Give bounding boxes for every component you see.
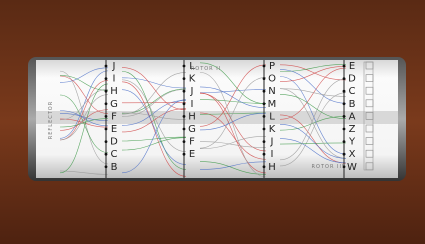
pin-dot: [343, 140, 346, 143]
pin-dot: [263, 115, 266, 118]
pin-dot: [263, 153, 266, 156]
letter: K: [269, 124, 276, 135]
page: JIHGFEDCBLKJIHGFEPONMLKJIHEDCBAZYXW REFL…: [0, 0, 425, 244]
letter: Z: [349, 124, 356, 135]
letter: E: [349, 61, 355, 72]
reflector-label: REFLECTOR: [48, 101, 54, 139]
pin-dot: [105, 90, 108, 93]
pin-dot: [343, 153, 346, 156]
pin-dot: [263, 90, 266, 93]
letter: B: [349, 99, 356, 110]
letter: F: [111, 111, 117, 122]
letter: L: [269, 111, 275, 122]
pin-dot: [183, 115, 186, 118]
rotor-label: ROTOR III: [312, 164, 345, 170]
pin-dot: [105, 140, 108, 143]
letter: N: [268, 86, 275, 97]
letter: C: [349, 86, 356, 97]
pin-dot: [105, 115, 108, 118]
pin-dot: [183, 140, 186, 143]
letter: C: [111, 149, 118, 160]
pin-dot: [263, 128, 266, 131]
letter: Y: [348, 137, 356, 148]
letter: E: [111, 124, 117, 135]
letter: P: [269, 61, 275, 72]
letter: E: [189, 149, 195, 160]
pin-dot: [105, 165, 108, 168]
rotor-label: ROTOR II: [191, 66, 221, 72]
pin-dot: [183, 128, 186, 131]
pin-dot: [263, 140, 266, 143]
letter: J: [270, 137, 274, 148]
pin-dot: [183, 65, 186, 68]
scene: JIHGFEDCBLKJIHGFEPONMLKJIHEDCBAZYXW REFL…: [0, 0, 425, 244]
pin-dot: [105, 77, 108, 80]
letter: H: [110, 86, 118, 97]
letter: K: [189, 74, 196, 85]
pin-dot: [343, 128, 346, 131]
pin-dot: [343, 65, 346, 68]
letter: W: [347, 162, 357, 173]
letter: H: [268, 162, 276, 173]
letter: I: [113, 74, 116, 85]
pin-dot: [105, 153, 108, 156]
pin-dot: [105, 102, 108, 105]
pin-dot: [183, 153, 186, 156]
letter: F: [189, 137, 195, 148]
letter: O: [268, 74, 276, 85]
pin-dot: [263, 77, 266, 80]
letter: M: [268, 99, 277, 110]
pin-dot: [263, 65, 266, 68]
pin-dot: [343, 90, 346, 93]
letter: G: [110, 99, 118, 110]
letter: H: [188, 111, 196, 122]
pin-dot: [343, 102, 346, 105]
pin-dot: [183, 102, 186, 105]
letter: J: [112, 61, 116, 72]
letter: A: [349, 111, 356, 122]
letter: X: [349, 149, 356, 160]
pin-dot: [105, 65, 108, 68]
pin-dot: [183, 77, 186, 80]
letter: J: [190, 86, 194, 97]
letter: D: [348, 74, 356, 85]
pin-dot: [105, 128, 108, 131]
letter: I: [191, 99, 194, 110]
pin-dot: [183, 90, 186, 93]
pin-dot: [343, 115, 346, 118]
letter: D: [110, 137, 118, 148]
letter: I: [271, 149, 274, 160]
pin-dot: [263, 102, 266, 105]
letter: B: [111, 162, 118, 173]
pin-dot: [263, 165, 266, 168]
letter: G: [188, 124, 196, 135]
pin-dot: [343, 77, 346, 80]
